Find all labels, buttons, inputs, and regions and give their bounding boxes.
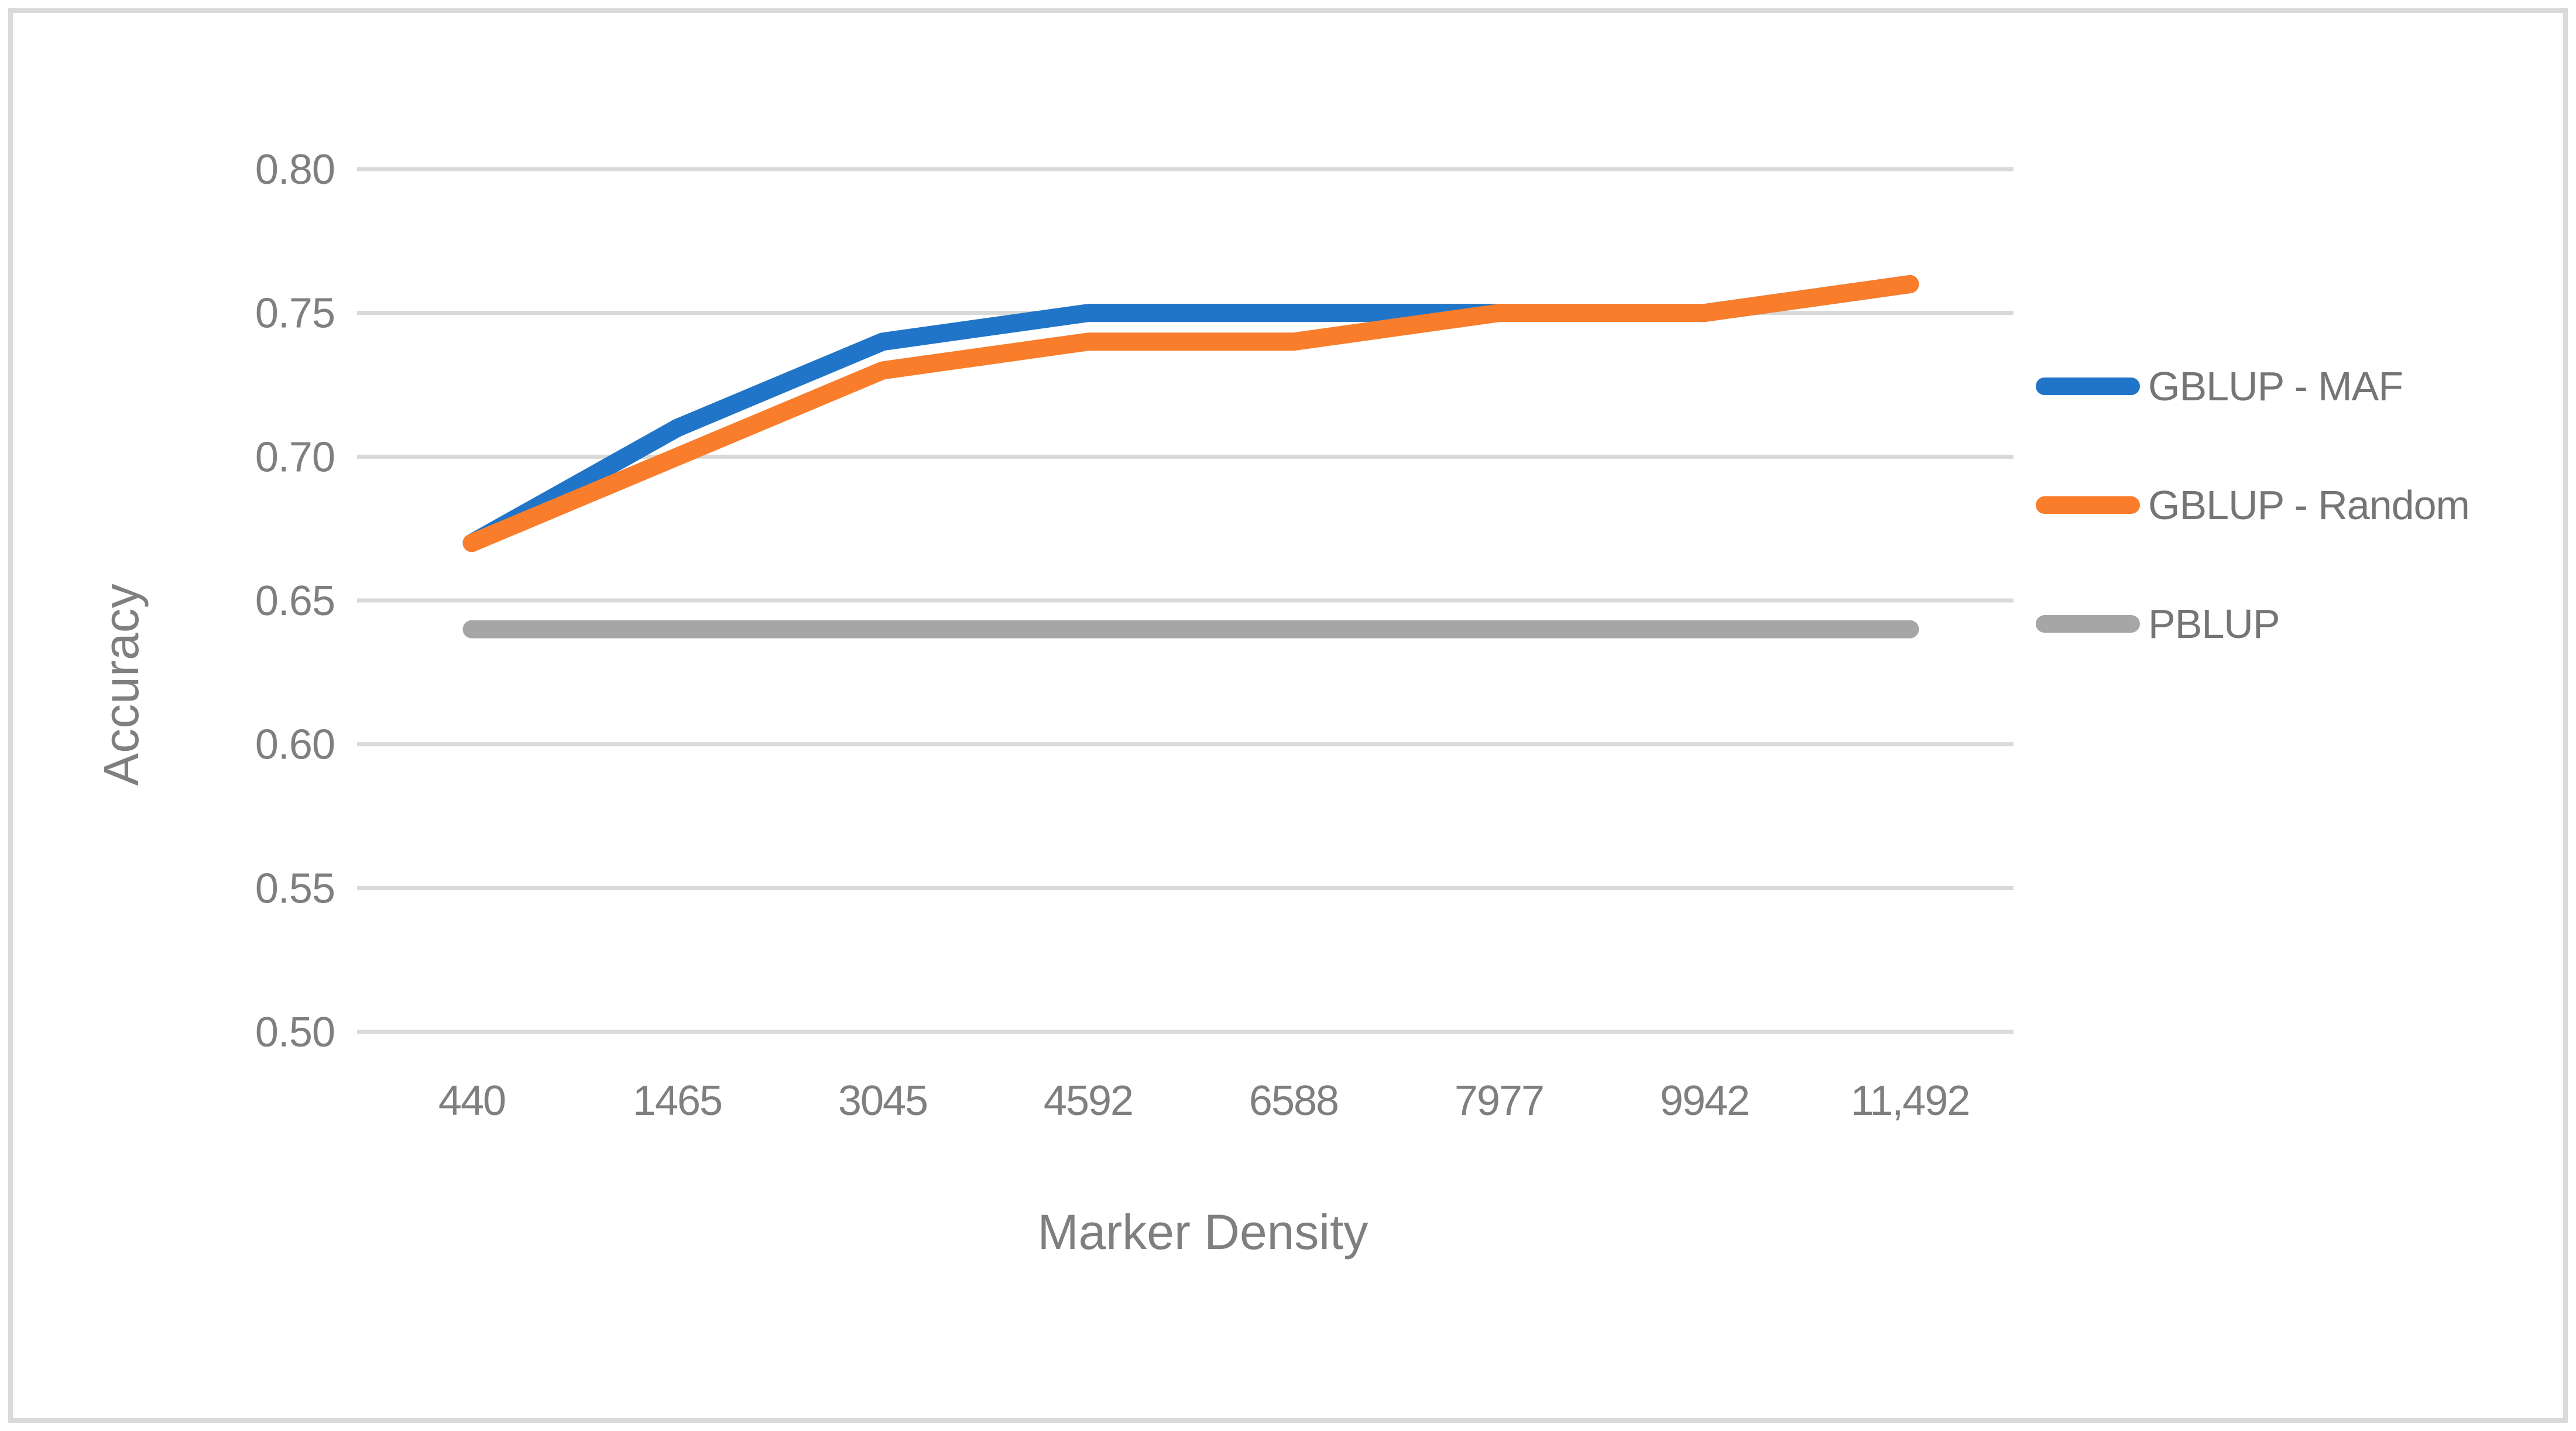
legend-swatch-gblup-random-icon [2036,496,2140,514]
y-tick-label: 0.55 [255,865,335,912]
y-tick-label: 0.65 [255,578,335,624]
x-tick-label: 4592 [1044,1077,1133,1124]
x-tick-label: 9942 [1660,1077,1749,1124]
legend-item-gblup-maf: GBLUP - MAF [2036,351,2403,421]
x-tick-label: 7977 [1455,1077,1543,1124]
legend-swatch-pblup-icon [2036,615,2140,633]
x-tick-label: 3045 [838,1077,927,1124]
series-line-gblup-maf [462,275,1919,553]
legend-item-gblup-random: GBLUP - Random [2036,470,2470,540]
legend-label-gblup-random: GBLUP - Random [2148,482,2470,528]
y-tick-label: 0.60 [255,722,335,768]
x-tick-label: 440 [438,1077,505,1124]
legend-label-pblup: PBLUP [2148,601,2280,647]
y-tick-label: 0.70 [255,434,335,481]
x-axis-title: Marker Density [1037,1204,1368,1260]
figure-frame [8,8,2568,1423]
x-tick-label: 11,492 [1851,1077,1970,1124]
y-tick-label: 0.50 [255,1009,335,1056]
y-tick-label: 0.80 [255,146,335,193]
x-tick-label: 6588 [1249,1077,1338,1124]
series-line-gblup-random [462,275,1919,553]
legend-swatch-gblup-maf-icon [2036,378,2140,395]
y-axis-title: Accuracy [94,584,149,786]
legend-label-gblup-maf: GBLUP - MAF [2148,363,2403,409]
legend-item-pblup: PBLUP [2036,589,2280,659]
x-tick-label: 1465 [633,1077,722,1124]
y-tick-label: 0.75 [255,290,335,337]
